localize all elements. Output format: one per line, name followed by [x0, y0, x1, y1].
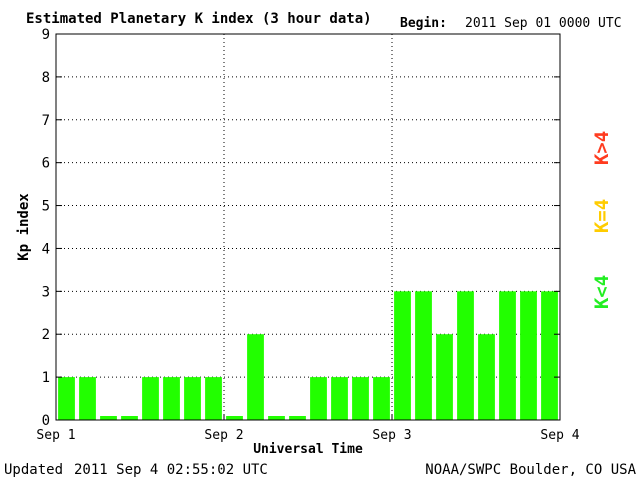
y-tick-label: 7 [42, 113, 50, 129]
kp-bar [289, 416, 306, 420]
plot-frame [55, 33, 561, 421]
y-tick-label: 4 [42, 241, 50, 257]
begin-label: Begin: [400, 16, 447, 31]
grid-lines [56, 34, 560, 420]
legend: K>4 K=4 K<4 [591, 131, 613, 309]
kp-bar [142, 377, 159, 420]
y-tick-label: 5 [42, 199, 50, 215]
kp-bar [478, 334, 495, 420]
y-tick-label: 2 [42, 327, 50, 343]
kp-bar [499, 291, 516, 420]
kp-bar [310, 377, 327, 420]
x-tick-label: Sep 1 [36, 428, 75, 443]
kp-bar [226, 416, 243, 420]
x-tick-label: Sep 4 [540, 428, 579, 443]
kp-bar [58, 377, 75, 420]
legend-k-greater: K>4 [591, 131, 613, 165]
y-tick-label: 0 [42, 413, 50, 429]
x-axis-ticks: Sep 1 Sep 2 Sep 3 Sep 4 [36, 414, 580, 443]
updated-value: 2011 Sep 4 02:55:02 UTC [74, 462, 268, 478]
begin-value: 2011 Sep 01 0000 UTC [465, 16, 622, 31]
kp-bar [436, 334, 453, 420]
kp-bar [520, 291, 537, 420]
kp-bar [457, 291, 474, 420]
kp-bar [541, 291, 558, 420]
y-tick-label: 1 [42, 370, 50, 386]
x-tick-label: Sep 3 [372, 428, 411, 443]
kp-bar [184, 377, 201, 420]
y-tick-label: 3 [42, 284, 50, 300]
y-tick-label: 6 [42, 156, 50, 172]
kp-bar [121, 416, 138, 420]
updated-label: Updated [4, 462, 63, 478]
legend-k-equal: K=4 [591, 199, 613, 233]
kp-bar [373, 377, 390, 420]
y-axis-label: Kp index [16, 193, 32, 261]
kp-bar [247, 334, 264, 420]
kp-bar [415, 291, 432, 420]
legend-k-less: K<4 [591, 275, 613, 309]
kp-bar [163, 377, 180, 420]
source-credit: NOAA/SWPC Boulder, CO USA [425, 462, 636, 478]
y-axis-ticks: 0 1 2 3 4 5 6 7 8 9 [42, 27, 560, 429]
kp-bar [352, 377, 369, 420]
y-tick-label: 8 [42, 70, 50, 86]
bar-series [58, 291, 558, 420]
kp-bar [205, 377, 222, 420]
kp-bar [268, 416, 285, 420]
kp-bar [331, 377, 348, 420]
y-tick-label: 9 [42, 27, 50, 43]
x-axis-label: Universal Time [253, 442, 363, 457]
chart-title: Estimated Planetary K index (3 hour data… [26, 11, 372, 27]
x-tick-label: Sep 2 [204, 428, 243, 443]
kp-bar [79, 377, 96, 420]
kp-bar [394, 291, 411, 420]
kp-bar [100, 416, 117, 420]
